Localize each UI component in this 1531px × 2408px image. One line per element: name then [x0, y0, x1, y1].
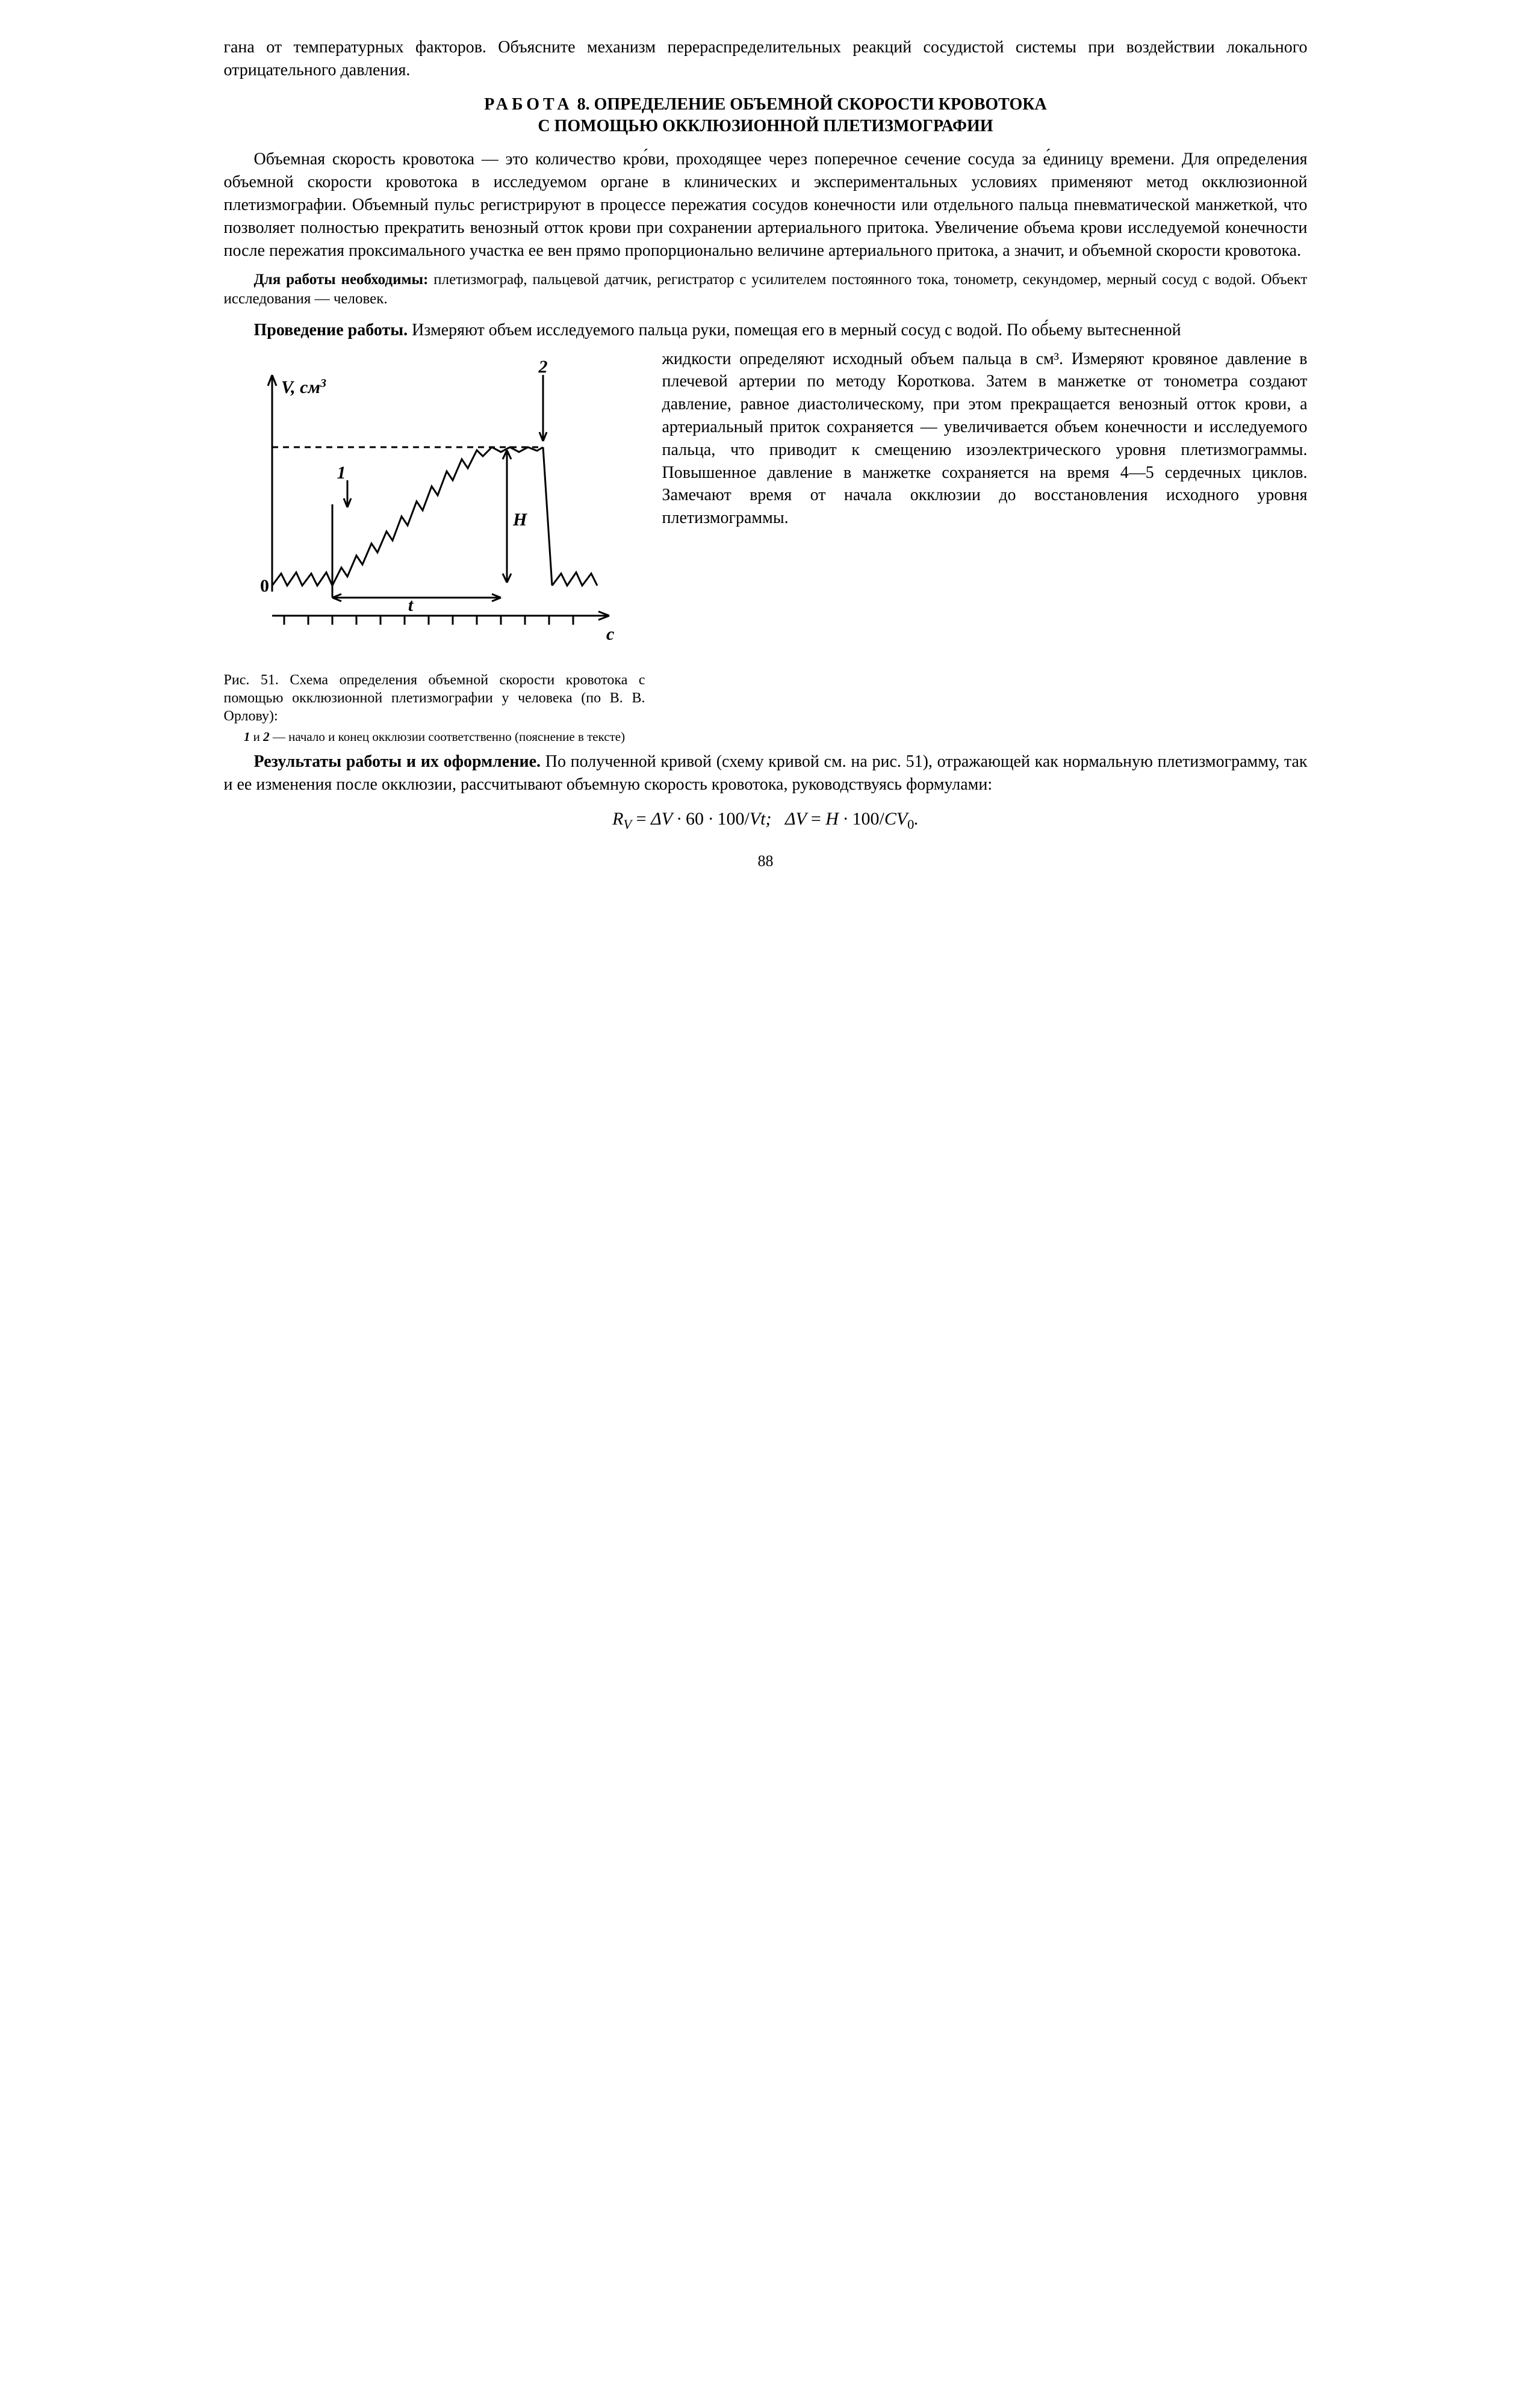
plethysmography-chart: V, см3 1 2 H t 0 с [224, 351, 645, 664]
section-heading: РАБОТА 8. ОПРЕДЕЛЕНИЕ ОБЪЕМНОЙ СКОРОСТИ … [224, 94, 1308, 138]
figure-51: V, см3 1 2 H t 0 с Рис. 51. Схема опреде… [224, 351, 645, 744]
heading-line-2: С ПОМОЩЬЮ ОККЛЮЗИОННОЙ ПЛЕТИЗМОГРАФИИ [224, 116, 1308, 137]
formula-block: RV = ΔV · 60 · 100/Vt; ΔV = H · 100/CV0. [224, 807, 1308, 834]
chart-origin: 0 [260, 576, 269, 596]
chart-label-h: H [512, 510, 528, 530]
procedure-intro: Проведение работы. Измеряют объем исслед… [224, 319, 1308, 342]
figure-subcaption: 1 и 2 — начало и конец окклюзии соответс… [224, 729, 645, 744]
figure-caption: Рис. 51. Схема определения объемной скор… [224, 671, 645, 725]
chart-marker-1: 1 [337, 463, 346, 483]
materials-paragraph: Для работы необходимы: плетизмограф, пал… [224, 270, 1308, 308]
chart-y-axis-label: V, см3 [281, 377, 326, 397]
page-number: 88 [224, 850, 1308, 871]
intro-paragraph: гана от температурных факторов. Объяснит… [224, 36, 1308, 82]
definition-paragraph: Объемная скорость кровотока — это количе… [224, 148, 1308, 262]
procedure-text-before: Измеряют объем исследуемого пальца руки,… [408, 321, 1181, 339]
heading-line-1: ОПРЕДЕЛЕНИЕ ОБЪЕМНОЙ СКОРОСТИ КРОВОТОКА [594, 95, 1047, 114]
results-paragraph: Результаты работы и их оформление. По по… [224, 751, 1308, 796]
chart-x-axis-label: с [606, 624, 614, 644]
heading-num: 8. [573, 95, 594, 114]
materials-label: Для работы необходимы: [254, 271, 429, 288]
heading-prefix: РАБОТА [484, 95, 573, 114]
chart-marker-2: 2 [538, 357, 547, 377]
procedure-label: Проведение работы. [254, 321, 408, 339]
results-label: Результаты работы и их оформление. [254, 752, 541, 771]
